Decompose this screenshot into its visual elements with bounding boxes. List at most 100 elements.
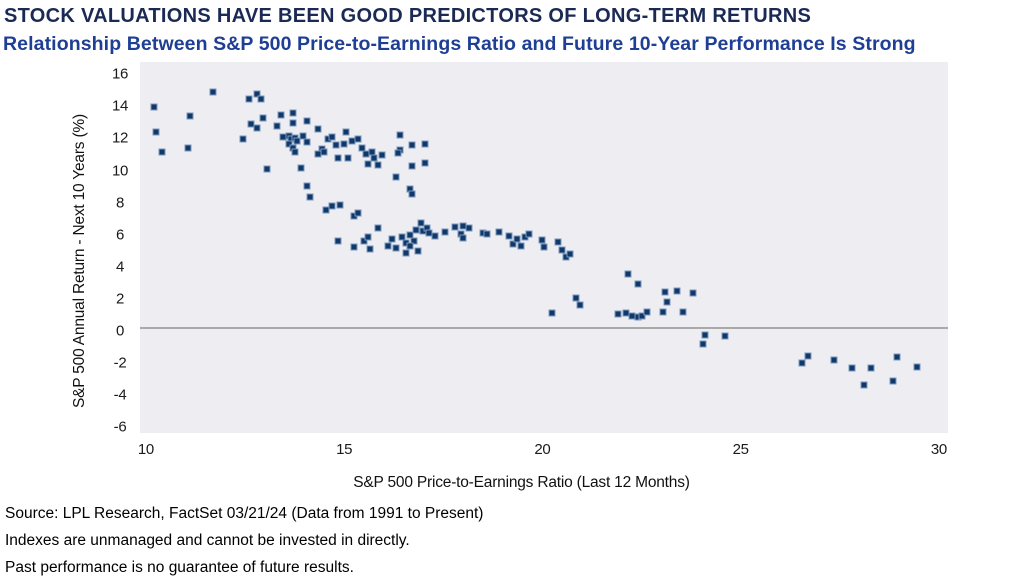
data-point [412,226,420,234]
data-point [370,154,378,162]
data-point [285,140,293,148]
data-point [410,237,418,245]
data-point [889,377,897,385]
data-point [150,103,158,111]
data-point [253,124,261,131]
x-tick-label: 10 [137,441,154,458]
data-point [554,238,562,246]
data-point [299,132,307,140]
data-point [158,148,166,156]
data-point [263,165,271,173]
data-point [893,353,901,361]
data-point [509,240,517,248]
data-point [441,228,449,236]
data-point [913,363,921,371]
x-tick-label: 30 [930,441,947,458]
data-point [184,144,192,152]
data-point [421,140,429,148]
data-point [354,135,362,143]
data-point [566,250,574,258]
data-point [273,122,281,130]
data-point [289,109,297,117]
data-point [398,233,406,241]
data-point [638,312,646,320]
data-point [306,193,314,201]
data-point [451,223,459,231]
y-tick-label: 10 [111,162,129,179]
x-tick-label: 25 [732,441,749,458]
data-point [798,359,806,367]
zero-line [140,326,948,329]
data-point [513,235,521,243]
y-tick-label: 0 [115,322,125,340]
y-tick-label: 4 [115,258,125,276]
data-point [495,228,503,236]
disclaimer-line-2: Past performance is no guarantee of futu… [5,559,354,576]
y-tick-label: 2 [115,290,125,308]
data-point [483,230,491,238]
y-tick-label: 14 [111,97,129,115]
data-point [679,308,687,316]
data-point [459,234,467,242]
data-point [364,160,372,168]
source-line: Source: LPL Research, FactSet 03/21/24 (… [5,505,484,522]
data-point [342,128,350,136]
data-point [417,219,425,227]
data-point [414,247,422,255]
data-point [517,242,525,250]
data-point [408,141,416,149]
data-point [328,133,336,141]
data-point [689,289,697,297]
data-point [392,244,400,252]
data-point [360,237,368,245]
data-point [525,230,533,238]
data-point [374,161,382,169]
data-point [314,125,322,133]
data-point [661,288,669,296]
data-point [374,224,382,232]
data-point [259,114,267,122]
data-point [328,202,336,210]
x-axis-tick-labels: 10 15 20 25 30 [137,441,948,459]
data-point [830,356,838,364]
y-tick-label: 16 [111,65,129,83]
data-point [364,233,372,241]
data-point [408,162,416,170]
data-point [186,112,194,120]
data-point [354,209,362,217]
data-point [291,148,299,156]
y-axis-tick-labels: 16 14 12 10 8 6 4 2 0 -2 -4 -6 [95,62,145,436]
data-point [431,232,439,240]
data-point [378,151,386,159]
data-point [659,308,667,316]
data-point [257,95,265,103]
y-tick-label: -6 [113,418,127,436]
data-point [804,352,812,360]
y-tick-label: -4 [113,386,127,404]
disclaimer-line-1: Indexes are unmanaged and cannot be inve… [5,532,410,549]
data-point [152,128,160,136]
x-tick-label: 20 [534,441,551,458]
data-point [572,294,580,302]
data-point [340,140,348,148]
data-point [293,137,301,145]
data-point [332,141,340,149]
data-point [614,310,622,318]
data-point [558,246,566,253]
data-point [396,131,404,139]
data-point [421,159,429,167]
data-point [303,138,310,146]
data-point [366,245,374,253]
data-point [392,173,400,181]
data-point [388,235,396,243]
data-point [548,309,556,317]
y-axis-title: S&P 500 Annual Return - Next 10 Years (%… [71,114,88,408]
data-point [384,242,392,250]
data-point [408,190,416,198]
data-point [538,236,546,244]
data-point [663,298,671,306]
plot-area [140,62,948,433]
data-point [860,381,868,389]
data-point [402,249,410,257]
